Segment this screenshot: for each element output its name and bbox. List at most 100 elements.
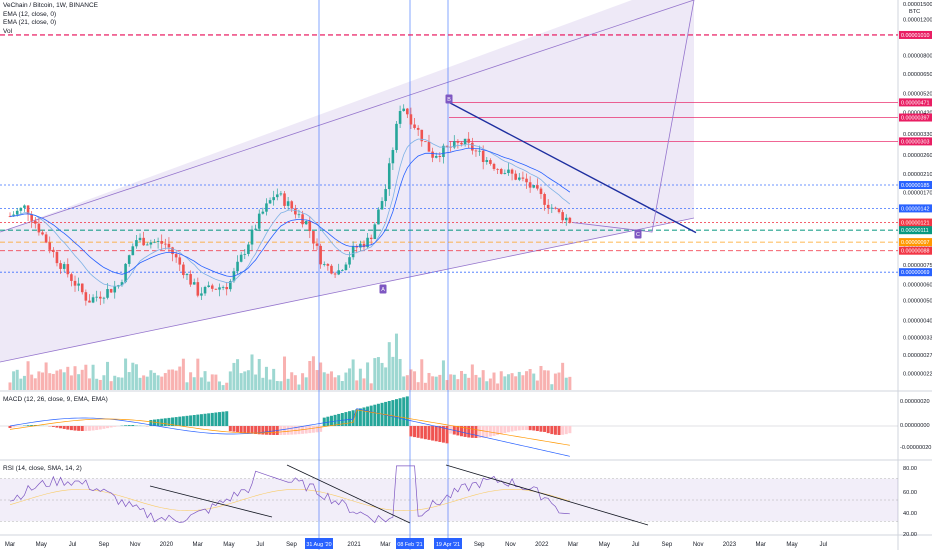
- candle-body: [214, 288, 218, 290]
- candle-body: [373, 224, 377, 240]
- time-axis-tick: Mar: [5, 542, 15, 548]
- candle-body: [420, 129, 424, 142]
- rsi-line: [9, 465, 570, 524]
- macd-bar: [290, 426, 294, 435]
- volume-bar: [420, 359, 424, 390]
- candle-body: [8, 216, 12, 218]
- candle-body: [77, 283, 80, 286]
- price-marker-value: 0.00000397: [901, 116, 929, 122]
- volume-bar: [293, 375, 297, 390]
- macd-bar: [532, 426, 536, 431]
- volume-bar: [51, 373, 55, 390]
- volume-bar: [405, 375, 409, 390]
- volume-bar: [95, 378, 99, 390]
- candle-body: [510, 169, 514, 174]
- volume-bar: [160, 376, 164, 390]
- volume-bar: [243, 371, 247, 390]
- candle-body: [33, 220, 37, 224]
- candle-body: [160, 241, 164, 244]
- volume-bar: [431, 376, 435, 390]
- candle-body: [304, 221, 308, 225]
- candle-body: [344, 264, 348, 270]
- ema21-legend[interactable]: EMA (21, close, 0): [3, 19, 57, 26]
- volume-bar: [564, 377, 568, 390]
- candle-body: [561, 212, 564, 221]
- candle-body: [182, 264, 185, 276]
- volume-bar: [373, 358, 377, 390]
- macd-bar: [539, 426, 543, 432]
- time-axis-tick: 2023: [723, 542, 737, 548]
- macd-bar: [315, 426, 319, 433]
- candle-body: [322, 264, 326, 265]
- volume-bar: [423, 382, 427, 390]
- volume-bar: [37, 371, 41, 390]
- volume-bar: [369, 383, 373, 390]
- volume-bar: [376, 357, 380, 390]
- volume-bar: [344, 372, 348, 390]
- volume-bar: [131, 362, 135, 390]
- volume-bar: [109, 381, 113, 390]
- macd-bar: [55, 426, 59, 428]
- volume-bar: [77, 374, 81, 390]
- candle-body: [290, 201, 294, 209]
- volume-bar: [210, 374, 214, 390]
- candle-body: [153, 241, 156, 243]
- price-marker-badge: [899, 238, 932, 247]
- ema12-legend[interactable]: EMA (12, close, 0): [3, 10, 57, 18]
- time-axis-tick: Mar: [193, 542, 203, 548]
- macd-bar: [91, 426, 95, 431]
- volume-bar: [340, 381, 344, 390]
- macd-bar: [373, 404, 377, 426]
- candle-body: [265, 203, 268, 212]
- volume-bar: [261, 377, 265, 390]
- macd-bar: [467, 426, 471, 438]
- macd-bar: [160, 418, 164, 426]
- candle-body: [532, 185, 536, 188]
- macd-bar: [431, 426, 435, 441]
- macd-bar: [557, 426, 561, 435]
- volume-bar: [217, 381, 221, 390]
- candle-body: [275, 194, 279, 198]
- candle-body: [279, 193, 283, 195]
- time-axis: Mar May Jul Sep Nov 2020 Mar May Jul Sep Nov 2021 Ma…: [5, 538, 827, 549]
- macd-bar: [167, 417, 171, 426]
- candle-body: [218, 287, 221, 290]
- price-marker-badge: [899, 218, 932, 227]
- volume-bar: [152, 372, 156, 390]
- macd-bar: [149, 419, 153, 426]
- macd-label[interactable]: MACD (12, 26, close, 9, EMA, EMA): [3, 396, 108, 403]
- price-axis-tick: 0.00000800: [903, 54, 932, 60]
- macd-bar: [272, 426, 276, 435]
- volume-bar: [384, 367, 388, 390]
- pattern-point-badge: [445, 94, 453, 104]
- macd-bar: [286, 426, 290, 435]
- macd-bar: [178, 416, 182, 426]
- macd-bar: [138, 425, 142, 426]
- macd-bar: [387, 401, 391, 426]
- volume-bar: [470, 364, 474, 390]
- volume-bar: [337, 375, 341, 390]
- time-axis-tick: Mar: [756, 542, 766, 548]
- candle-body: [210, 285, 214, 289]
- volume-bar: [506, 374, 510, 390]
- volume-bars: [8, 333, 572, 390]
- volume-bar: [55, 370, 59, 390]
- macd-bar: [503, 426, 507, 434]
- candle-body: [384, 189, 387, 202]
- candle-body: [37, 223, 41, 233]
- time-axis-tick: Jul: [632, 542, 640, 548]
- volume-bar: [348, 368, 352, 390]
- volume-bar: [351, 359, 355, 390]
- volume-bar: [142, 375, 146, 390]
- candle-body: [554, 207, 557, 209]
- volume-bar: [181, 358, 185, 390]
- volume-bar: [553, 373, 557, 390]
- candle-body: [80, 283, 84, 293]
- volume-bar: [48, 373, 52, 390]
- candle-body: [138, 237, 142, 241]
- rsi-label[interactable]: RSI (14, close, SMA, 14, 2): [3, 465, 82, 472]
- candle-body: [135, 240, 138, 247]
- macd-bar: [15, 426, 19, 427]
- volume-legend[interactable]: Vol: [3, 27, 13, 35]
